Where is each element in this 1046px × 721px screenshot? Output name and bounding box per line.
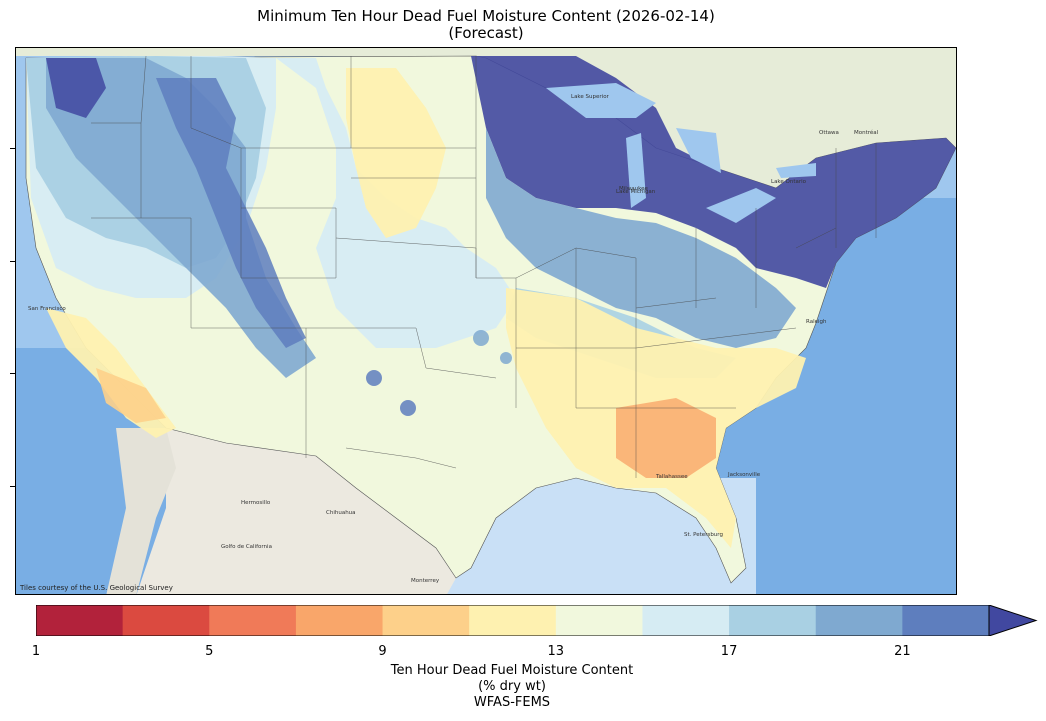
colorbar-tick-label: 9	[378, 644, 387, 659]
colorbar-swatch	[555, 605, 643, 636]
colorbar-border	[36, 605, 990, 636]
colorbar-swatch	[295, 605, 384, 636]
baja-california	[106, 428, 176, 594]
wet-spot	[366, 370, 382, 386]
colorbar-tick-label: 5	[205, 644, 214, 659]
lake-ontario-label: Lake Ontario	[771, 179, 807, 185]
lake-michigan-label: Lake Michigan	[616, 189, 656, 195]
colorbar-tick-label: 17	[720, 644, 738, 659]
y-tick	[10, 486, 15, 487]
title-line-1: Minimum Ten Hour Dead Fuel Moisture Cont…	[257, 7, 715, 25]
ottawa-label: Ottawa	[819, 130, 839, 136]
y-tick	[10, 148, 15, 149]
map-panel[interactable]: Lake Superior Lake Michigan Lake Ontario…	[15, 47, 957, 595]
colorbar-swatches	[36, 605, 1038, 636]
colorbar-swatch	[642, 605, 730, 636]
lake-ontario	[776, 163, 816, 178]
tile-attribution: Tiles courtesy of the U.S. Geological Su…	[20, 584, 173, 592]
mexico-land	[136, 428, 456, 594]
colorbar-swatch	[36, 605, 124, 636]
state-boundaries	[91, 55, 877, 478]
zone-9-11-socal	[96, 368, 166, 423]
colorbar-tick-label: 21	[894, 644, 911, 659]
raleigh-label: Raleigh	[806, 319, 827, 325]
st-petersburg-label: St. Petersburg	[684, 532, 723, 538]
lake-michigan	[626, 133, 646, 208]
montreal-label: Montréal	[854, 129, 879, 136]
gulf-of-california-label: Golfo de California	[221, 544, 272, 550]
milwaukee-label: Milwaukee	[619, 186, 649, 192]
san-francisco-label: San Francisco	[28, 306, 66, 312]
colorbar-swatch	[469, 605, 557, 636]
map-title: Minimum Ten Hour Dead Fuel Moisture Cont…	[0, 8, 972, 42]
colorbar-tick-label: 1	[31, 644, 41, 659]
colorbar-swatch	[122, 605, 210, 636]
zone-23plus-cascades	[46, 58, 106, 118]
colorbar-swatch	[382, 605, 470, 636]
colorbar-label-line-1: Ten Hour Dead Fuel Moisture Content	[390, 663, 634, 678]
lake-superior-label: Lake Superior	[571, 94, 610, 100]
colorbar-swatch	[729, 605, 817, 636]
lake-huron	[676, 128, 721, 173]
place-labels: Lake Superior Lake Michigan Lake Ontario…	[28, 94, 879, 584]
wet-spot	[473, 330, 489, 346]
tallahassee-label: Tallahassee	[655, 474, 688, 480]
y-tick	[10, 373, 15, 374]
hermosillo-label: Hermosillo	[241, 500, 271, 506]
wet-spot	[500, 352, 512, 364]
colorbar-tick-label: 13	[547, 644, 565, 659]
colorbar-label-line-2: (% dry wt)	[478, 679, 546, 694]
zone-7-9-georgia	[616, 398, 716, 478]
map-svg: Lake Superior Lake Michigan Lake Ontario…	[16, 48, 956, 594]
zone-11-13-dakotas	[346, 68, 446, 238]
zone-21-23-rockies	[156, 78, 306, 348]
colorbar-swatch	[902, 605, 990, 636]
colorbar-extend-arrow	[988, 605, 1038, 636]
wet-spot	[400, 400, 416, 416]
zone-19-21-ohio-valley	[486, 128, 796, 348]
jacksonville-label: Jacksonville	[727, 472, 761, 478]
lake-superior	[546, 83, 656, 118]
y-tick	[10, 261, 15, 262]
title-line-2: (Forecast)	[448, 24, 524, 42]
monterrey-label: Monterrey	[411, 578, 440, 584]
chihuahua-label: Chihuahua	[326, 510, 356, 516]
colorbar-swatch	[209, 605, 297, 636]
lake-erie	[706, 188, 776, 223]
colorbar	[36, 605, 1038, 636]
colorbar-swatch	[815, 605, 903, 636]
colorbar-label-line-3: WFAS-FEMS	[473, 695, 551, 710]
